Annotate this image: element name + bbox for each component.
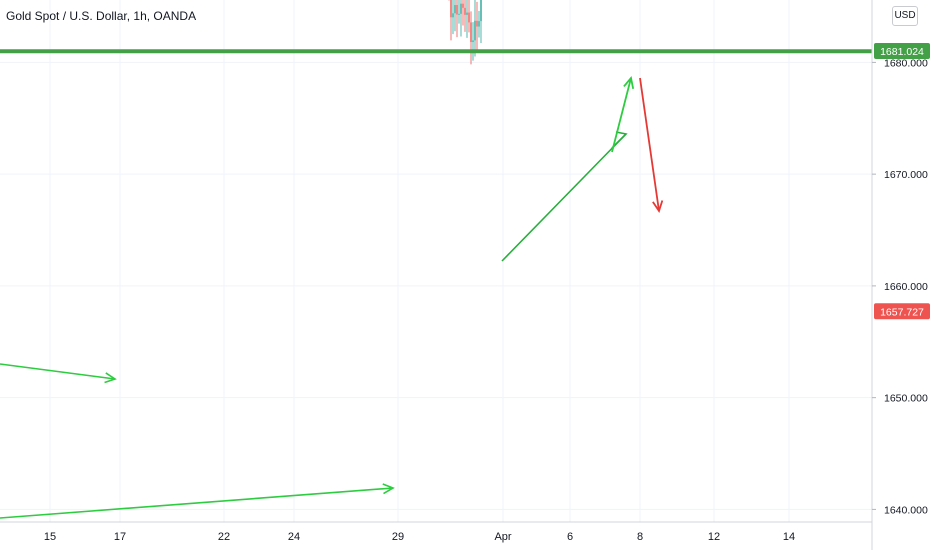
price-axis-bg (872, 0, 932, 550)
candle-body (458, 13, 460, 15)
drawings (0, 49, 872, 519)
time-tick-label: 6 (567, 531, 573, 543)
candle-body (474, 20, 476, 41)
price-tick-label: 1650.000 (884, 393, 928, 405)
up-arrow (611, 75, 635, 153)
candle-body (472, 40, 474, 43)
candle-body (462, 3, 464, 8)
down-arrow-head (652, 200, 664, 214)
time-tick-label: 12 (708, 531, 720, 543)
price-label-text: 1681.024 (880, 46, 924, 58)
time-tick-label: 29 (392, 531, 404, 543)
price-tick-label: 1680.000 (884, 57, 928, 69)
trend-line (501, 133, 627, 262)
candle-body (468, 12, 470, 23)
price-label-bg (874, 42, 930, 59)
price-tick-label: 1670.000 (884, 169, 928, 181)
price-label-text: 1657.727 (880, 306, 924, 318)
candle-body (478, 21, 480, 27)
candle-body (470, 22, 472, 43)
candle-body (480, 0, 482, 22)
left-arrow-mid-head (104, 372, 117, 384)
time-tick-label: 8 (637, 531, 643, 543)
grid (0, 0, 872, 522)
candle-body (456, 5, 458, 15)
price-tick-label: 1660.000 (884, 281, 928, 293)
price-tick-label: 1640.000 (884, 504, 928, 516)
currency-button[interactable]: USD (892, 6, 918, 26)
price-label-low: 1657.727 (874, 303, 930, 320)
time-tick-label: 15 (44, 531, 56, 543)
candle-body (464, 7, 466, 15)
price-axis: 1640.000 1650.000 1660.000 1670.000 1680.000… (871, 0, 932, 550)
left-arrow-mid (0, 363, 117, 384)
up-arrow-shaft (611, 77, 632, 153)
candle-body (452, 13, 454, 18)
candle-body (466, 12, 468, 15)
time-tick-label: 24 (288, 531, 300, 543)
chart-title: Gold Spot / U.S. Dollar, 1h, OANDA (6, 9, 197, 23)
up-arrow-head (623, 75, 635, 89)
time-tick-label: 22 (218, 531, 230, 543)
trend-arrow-head (611, 131, 628, 149)
time-tick-label: 14 (783, 531, 795, 543)
price-label-support: 1681.024 (874, 42, 930, 59)
time-tick-label: Apr (494, 531, 511, 543)
price-label-bg (874, 303, 930, 320)
left-arrow-low (0, 483, 395, 519)
down-arrow-shaft (639, 77, 660, 212)
candle-body (476, 20, 478, 27)
down-arrow (639, 77, 664, 214)
left-arrow-low-head (382, 483, 395, 495)
candle-body (454, 5, 456, 14)
left-arrow-mid-shaft (0, 363, 116, 380)
candle-body (450, 0, 452, 18)
left-arrow-low-shaft (0, 487, 394, 519)
candles (448, 0, 482, 65)
candle-body (460, 3, 462, 14)
time-axis: 15 17 22 24 29 Apr 6 8 12 14 (0, 521, 872, 543)
time-tick-label: 17 (114, 531, 126, 543)
